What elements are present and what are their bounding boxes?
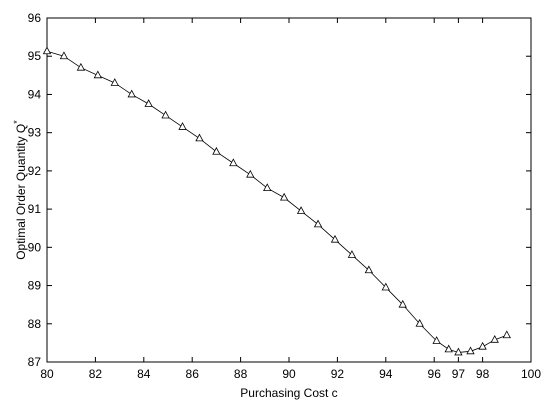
y-tick-label: 89: [28, 279, 42, 293]
point-marker: [76, 62, 86, 71]
plot-frame: [46, 17, 532, 363]
point-marker: [212, 146, 221, 155]
point-marker: [263, 183, 272, 191]
point-marker: [330, 234, 340, 243]
point-marker: [110, 78, 119, 86]
y-tick-label: 91: [28, 202, 42, 216]
point-marker: [42, 46, 52, 55]
x-tick-label: 94: [379, 367, 393, 381]
point-marker: [313, 219, 323, 228]
y-axis-label-superscript: *: [12, 120, 22, 124]
y-tick-label: 92: [28, 164, 42, 178]
point-marker: [195, 133, 204, 142]
point-marker: [161, 110, 170, 119]
y-axis-label: Optimal Order Quantity Q*: [12, 120, 28, 260]
point-marker: [466, 346, 475, 355]
y-tick-label: 94: [28, 87, 42, 101]
x-tick-label: 82: [89, 367, 103, 381]
y-tick-label: 96: [28, 11, 42, 25]
x-tick-label: 88: [234, 367, 248, 381]
y-tick-label: 88: [28, 317, 42, 331]
point-marker: [490, 334, 499, 343]
x-tick-label: 84: [137, 367, 151, 381]
point-marker: [502, 330, 511, 339]
point-marker: [381, 282, 390, 291]
x-tick-label: 80: [40, 367, 54, 381]
y-axis-label-main: Optimal Order Quantity Q: [14, 124, 28, 260]
point-marker: [364, 265, 374, 274]
point-marker: [296, 206, 306, 214]
point-marker: [398, 299, 407, 308]
point-marker: [454, 347, 463, 356]
x-axis-label: Purchasing Cost c: [240, 386, 337, 400]
point-marker: [93, 70, 102, 79]
line: [46, 50, 507, 353]
point-marker: [279, 192, 289, 201]
point-marker: [178, 122, 187, 130]
point-marker: [144, 99, 153, 107]
x-tick-label: 92: [331, 367, 345, 381]
x-tick-label: 96: [428, 367, 442, 381]
point-marker: [415, 318, 424, 327]
x-tick-label: 90: [282, 367, 296, 381]
point-marker: [347, 250, 357, 258]
x-tick-label: 98: [476, 367, 490, 381]
point-marker: [432, 336, 441, 344]
y-tick-label: 87: [28, 355, 42, 369]
point-marker: [246, 169, 255, 178]
point-marker: [59, 51, 69, 60]
point-marker: [478, 341, 487, 350]
y-tick-label: 90: [28, 240, 42, 254]
y-tick-label: 95: [28, 49, 42, 63]
point-marker: [229, 158, 238, 167]
point-marker: [127, 89, 136, 98]
x-tick-label: 86: [186, 367, 200, 381]
y-tick-label: 93: [28, 126, 42, 140]
point-marker: [444, 344, 453, 353]
x-tick-label: 100: [521, 367, 541, 381]
x-tick-label: 97: [452, 367, 466, 381]
